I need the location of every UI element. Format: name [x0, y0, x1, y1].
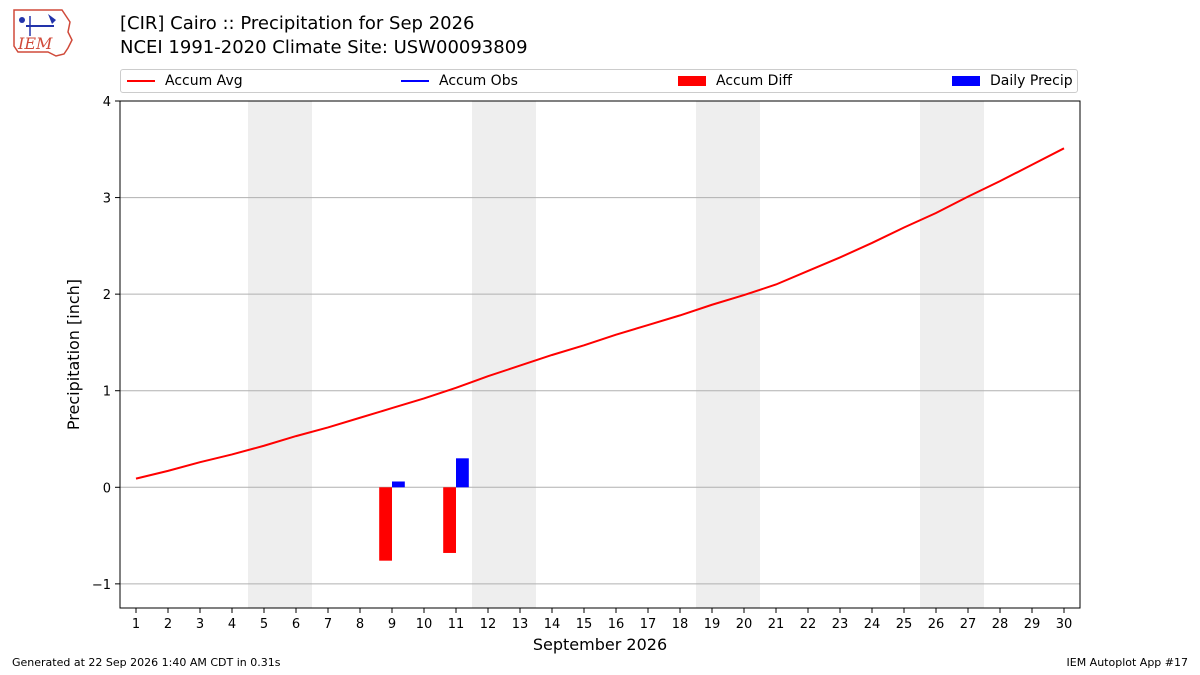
x-ticks: 1 2 3 4 5 6 7 8 9 10 11 12 13 14 15 16 17 18 19 20 21 22 23 24 2… [132, 608, 1072, 632]
footer-app: IEM Autoplot App #17 [1066, 656, 1189, 669]
y-ticks: −1 0 1 2 3 4 [92, 95, 120, 593]
x-tick-label-15: 15 [576, 617, 593, 632]
bars [379, 458, 469, 561]
weekend-band-20 [728, 101, 760, 608]
x-tick-label-16: 16 [608, 617, 625, 632]
weekend-band-12 [472, 101, 504, 608]
x-tick-label-9: 9 [388, 617, 396, 632]
x-tick-label-3: 3 [196, 617, 204, 632]
x-tick-label-17: 17 [640, 617, 657, 632]
x-tick-label-2: 2 [164, 617, 172, 632]
x-tick-label-10: 10 [416, 617, 433, 632]
x-tick-label-23: 23 [832, 617, 849, 632]
legend-swatch-accum-diff [678, 76, 706, 86]
accum-diff-bar-11 [443, 487, 456, 553]
x-tick-label-24: 24 [864, 617, 881, 632]
legend-swatch-accum-avg [127, 80, 155, 82]
legend-label-accum-obs: Accum Obs [439, 73, 518, 89]
x-tick-label-11: 11 [448, 617, 465, 632]
daily-precip-bar-9 [392, 481, 405, 488]
title-line-1: [CIR] Cairo :: Precipitation for Sep 202… [120, 13, 475, 34]
y-tick-label-1: 0 [103, 481, 111, 496]
plot-frame [119, 100, 1081, 609]
logo-text: IEM [17, 34, 53, 53]
legend-item-accum-obs: Accum Obs [401, 73, 518, 89]
title-line-2: NCEI 1991-2020 Climate Site: USW00093809 [120, 37, 528, 58]
legend: Accum Avg Accum Obs Accum Diff Daily Pre… [120, 69, 1078, 93]
weekend-band-27 [952, 101, 984, 608]
accum-avg-line-group [135, 147, 1065, 480]
y-tick-label-2: 1 [103, 385, 111, 400]
weekend-band-5 [248, 101, 280, 608]
x-tick-label-5: 5 [260, 617, 268, 632]
legend-label-daily-precip: Daily Precip [990, 73, 1073, 89]
x-tick-label-21: 21 [768, 617, 785, 632]
weekend-shading [248, 101, 984, 608]
legend-swatch-accum-obs [401, 80, 429, 82]
weekend-band-26 [920, 101, 952, 608]
y-tick-label-0: −1 [92, 578, 111, 593]
x-tick-label-22: 22 [800, 617, 817, 632]
y-tick-label-3: 2 [103, 288, 111, 303]
x-tick-label-30: 30 [1056, 617, 1073, 632]
x-tick-label-29: 29 [1024, 617, 1041, 632]
legend-label-accum-avg: Accum Avg [165, 73, 243, 89]
y-tick-label-5: 4 [103, 95, 111, 110]
y-axis-label: Precipitation [inch] [64, 279, 83, 430]
footer-generated: Generated at 22 Sep 2026 1:40 AM CDT in … [12, 656, 281, 669]
legend-label-accum-diff: Accum Diff [716, 73, 793, 89]
x-tick-label-8: 8 [356, 617, 364, 632]
x-tick-label-25: 25 [896, 617, 913, 632]
x-tick-label-28: 28 [992, 617, 1009, 632]
x-tick-label-6: 6 [292, 617, 300, 632]
x-tick-label-26: 26 [928, 617, 945, 632]
legend-item-daily-precip: Daily Precip [952, 73, 1073, 89]
x-tick-label-27: 27 [960, 617, 977, 632]
weekend-band-13 [504, 101, 536, 608]
legend-item-accum-avg: Accum Avg [127, 73, 243, 89]
weekend-band-6 [280, 101, 312, 608]
x-axis-label: September 2026 [533, 635, 667, 654]
x-tick-label-12: 12 [480, 617, 497, 632]
x-tick-label-4: 4 [228, 617, 236, 632]
daily-precip-bar-11 [456, 458, 469, 488]
weekend-band-19 [696, 101, 728, 608]
legend-item-accum-diff: Accum Diff [678, 73, 792, 89]
y-tick-label-4: 3 [103, 192, 111, 207]
iem-logo: IEM [13, 9, 73, 57]
accum-avg-line [135, 147, 1065, 480]
x-tick-label-14: 14 [544, 617, 561, 632]
chart-title: [CIR] Cairo :: Precipitation for Sep 202… [120, 12, 528, 60]
x-tick-label-13: 13 [512, 617, 529, 632]
legend-swatch-daily-precip [952, 76, 980, 86]
x-tick-label-18: 18 [672, 617, 689, 632]
x-tick-label-7: 7 [324, 617, 332, 632]
gridlines [120, 100, 1080, 585]
accum-diff-bar-9 [379, 487, 392, 561]
x-tick-label-1: 1 [132, 617, 140, 632]
x-tick-label-19: 19 [704, 617, 721, 632]
x-tick-label-20: 20 [736, 617, 753, 632]
